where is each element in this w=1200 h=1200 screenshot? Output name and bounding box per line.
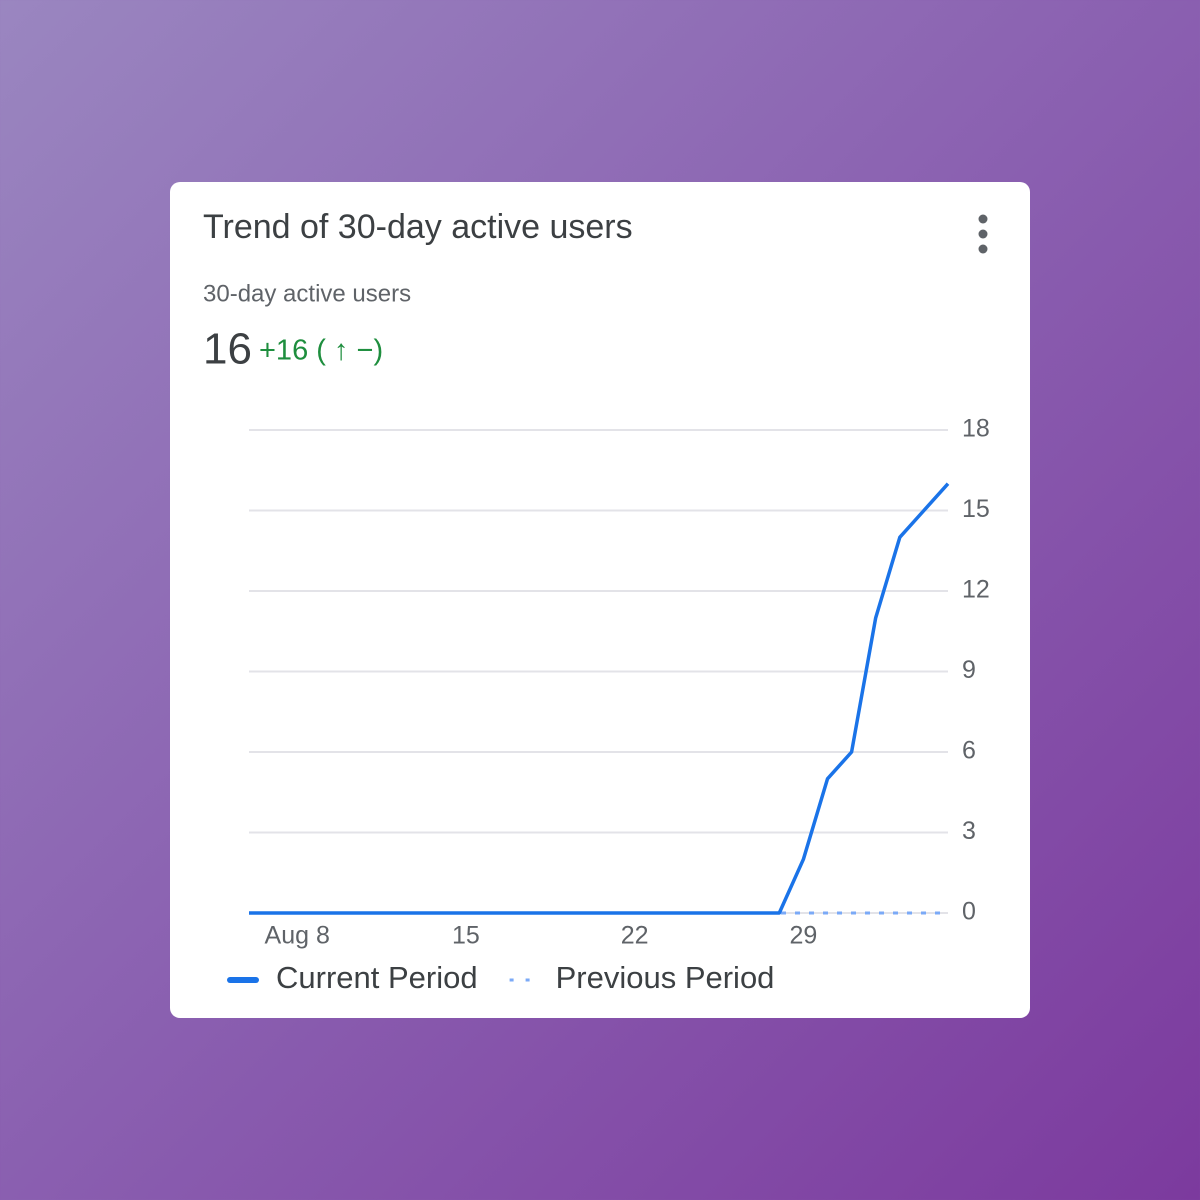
series-line	[249, 482, 950, 915]
y-tick-label: 9	[962, 656, 976, 684]
legend-label[interactable]: Current Period	[276, 960, 478, 995]
x-tick-label: 22	[621, 922, 649, 950]
card-title: Trend of 30-day active users	[203, 208, 633, 246]
y-tick-label: 3	[962, 817, 976, 845]
y-tick-label: 15	[962, 495, 990, 523]
y-tick-label: 6	[962, 737, 976, 765]
metric-change: +16 ( ↑ −)	[259, 335, 383, 367]
menu-dot	[978, 229, 988, 239]
menu-dot	[978, 244, 988, 254]
x-tick-label: 29	[789, 922, 817, 950]
legend-label[interactable]: Previous Period	[556, 960, 775, 995]
metric-label: 30-day active users	[203, 280, 411, 307]
x-tick-label: Aug 8	[265, 922, 330, 950]
y-tick-label: 0	[962, 898, 976, 926]
menu-dot	[978, 214, 988, 224]
metric-value: 16	[203, 325, 252, 374]
y-tick-label: 18	[962, 415, 990, 443]
x-tick-label: 15	[452, 922, 480, 950]
more-menu[interactable]	[978, 214, 988, 254]
card	[170, 182, 1030, 1018]
y-tick-label: 12	[962, 576, 990, 604]
